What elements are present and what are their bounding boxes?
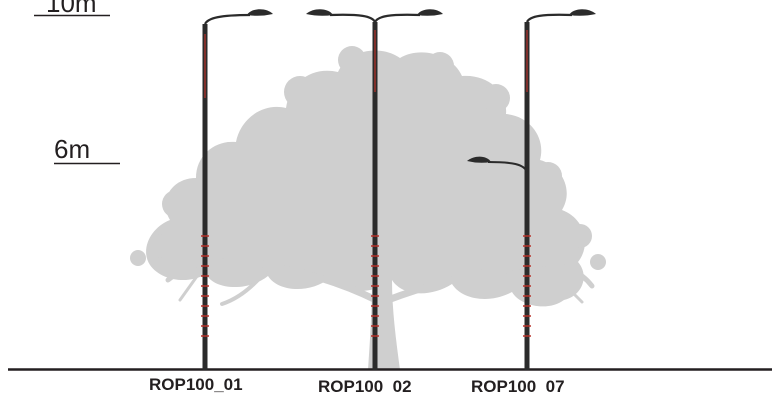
street-lamp-head-icon — [467, 156, 491, 163]
height-marker-6m: 6m — [54, 134, 120, 165]
street-lamp-head-icon — [417, 9, 443, 16]
pole-label-rop100-07: ROP100 07 — [471, 377, 565, 394]
pole-rop100-01 — [201, 9, 273, 370]
pole-rop100-07 — [467, 9, 596, 370]
street-lamp-head-icon — [306, 9, 333, 16]
street-lamp-head-icon — [247, 9, 273, 16]
height-marker-10m: 10m — [34, 0, 110, 18]
street-lamp-head-icon — [569, 9, 596, 16]
pole-rop100-02 — [306, 9, 443, 370]
tree-silhouette-icon — [130, 46, 606, 370]
height-label-10m: 10m — [46, 0, 97, 18]
pole-label-rop100-02: ROP100 02 — [318, 377, 412, 394]
height-label-6m: 6m — [54, 134, 90, 164]
pole-label-rop100-01: ROP100_01 — [149, 375, 243, 394]
